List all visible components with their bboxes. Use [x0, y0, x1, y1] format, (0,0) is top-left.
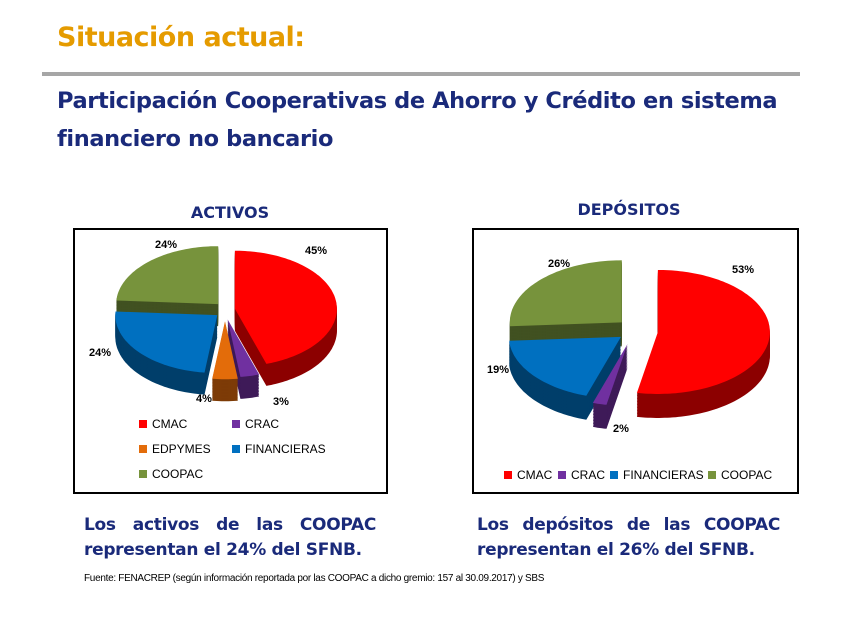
- legend-label: CMAC: [152, 417, 188, 431]
- legend-label: CRAC: [571, 468, 606, 482]
- data-label: 2%: [613, 423, 629, 435]
- legend-item-coopac: COOPAC: [139, 467, 203, 481]
- legend-swatch: [504, 471, 512, 479]
- data-label: 24%: [155, 239, 178, 251]
- chart-title-depositos: DEPÓSITOS: [577, 200, 681, 219]
- slide-title: Situación actual:: [57, 22, 305, 53]
- pie-slice-crac: [227, 319, 260, 377]
- pie-slice-cmac: [636, 270, 770, 394]
- legend-item-crac: CRAC: [232, 417, 279, 431]
- legend-label: FINANCIERAS: [623, 468, 704, 482]
- legend-label: COOPAC: [721, 468, 773, 482]
- legend-label: FINANCIERAS: [245, 442, 326, 456]
- legend-label: CRAC: [245, 417, 280, 431]
- legend-item-cmac: CMAC: [504, 468, 552, 482]
- caption-activos: Los activos de las COOPAC representan el…: [84, 515, 376, 560]
- legend-swatch: [232, 445, 240, 453]
- pie-slice-financieras: [115, 311, 218, 373]
- divider: [42, 72, 800, 76]
- pie-0: [115, 246, 337, 402]
- legend-label: CMAC: [517, 468, 553, 482]
- data-label: 45%: [305, 245, 328, 257]
- caption-depositos: Los depósitos de las COOPAC representan …: [477, 515, 780, 560]
- pie-slice-financieras: [509, 336, 621, 396]
- legend-swatch: [139, 470, 147, 478]
- pie-slice-cmac: [234, 250, 337, 364]
- legend-item-financieras: FINANCIERAS: [610, 468, 704, 482]
- legend-item-crac: CRAC: [558, 468, 605, 482]
- chart-title-activos: ACTIVOS: [190, 203, 270, 222]
- pie-slice-coopac: [116, 246, 219, 305]
- legend-label: EDPYMES: [152, 442, 211, 456]
- legend-item-cmac: CMAC: [139, 417, 187, 431]
- data-label: 4%: [196, 393, 212, 405]
- data-label: 26%: [548, 258, 571, 270]
- pie-1: [509, 260, 770, 429]
- legend-item-coopac: COOPAC: [708, 468, 772, 482]
- legend-swatch: [610, 471, 618, 479]
- pie-slice-crac: [592, 343, 628, 405]
- pie-slice-edpymes: [212, 321, 238, 380]
- data-label: 53%: [732, 264, 755, 276]
- source-footnote: Fuente: FENACREP (según información repo…: [84, 573, 545, 584]
- legend-swatch: [708, 471, 716, 479]
- data-label: 3%: [273, 396, 289, 408]
- data-label: 19%: [487, 364, 510, 376]
- legend-item-edpymes: EDPYMES: [139, 442, 211, 456]
- data-label: 24%: [89, 347, 112, 359]
- pie-slice-coopac: [509, 260, 622, 327]
- legend-swatch: [139, 420, 147, 428]
- slide-subtitle: Participación Cooperativas de Ahorro y C…: [57, 88, 778, 152]
- legend-label: COOPAC: [152, 467, 204, 481]
- legend-swatch: [232, 420, 240, 428]
- legend-item-financieras: FINANCIERAS: [232, 442, 326, 456]
- legend-swatch: [558, 471, 566, 479]
- legend-swatch: [139, 445, 147, 453]
